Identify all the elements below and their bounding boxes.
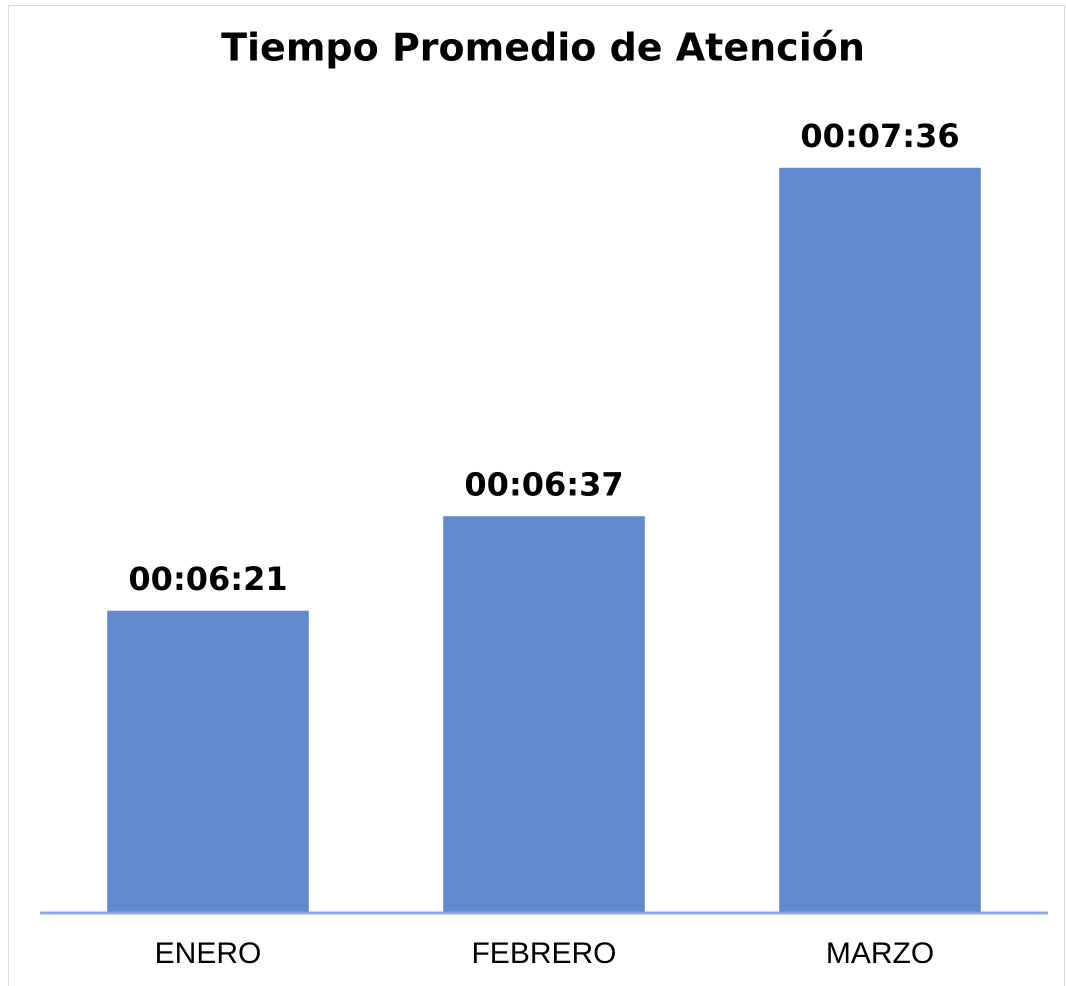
bar [443,516,645,912]
bar [779,167,981,912]
x-tick-label: MARZO [826,937,934,970]
chart-title: Tiempo Promedio de Atención [221,26,865,70]
x-tick-label: FEBRERO [471,937,616,970]
x-tick-label: ENERO [155,937,262,970]
data-label: 00:06:21 [128,560,287,598]
data-label: 00:07:36 [800,117,959,155]
data-label: 00:06:37 [464,465,623,503]
bar [107,610,309,912]
